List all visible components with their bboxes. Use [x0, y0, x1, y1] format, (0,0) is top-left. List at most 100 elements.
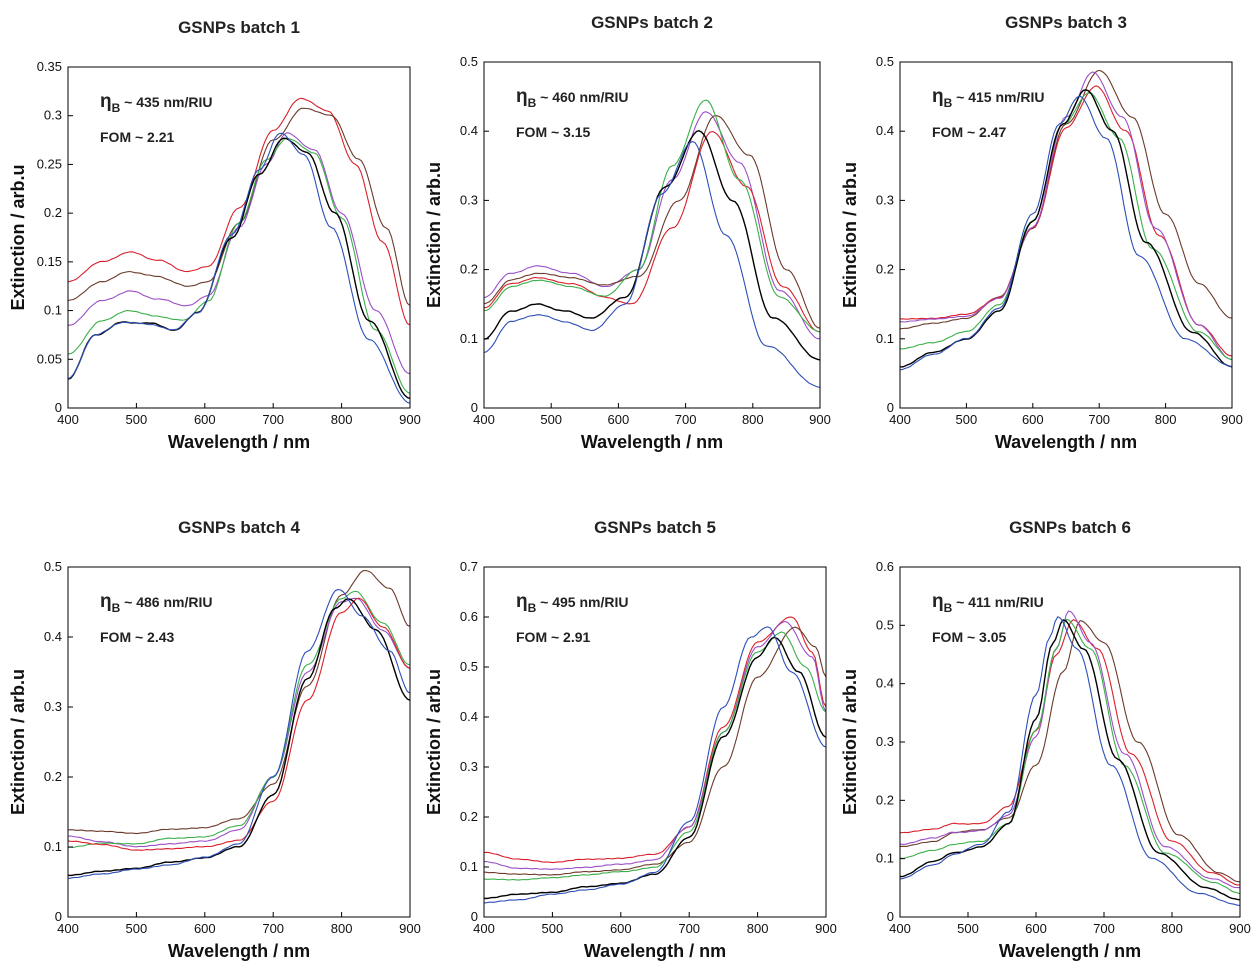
- x-tick-label: 700: [1093, 921, 1115, 936]
- y-axis-label: Extinction / arb.u: [840, 162, 860, 308]
- x-tick-label: 800: [1161, 921, 1183, 936]
- y-tick-label: 0.1: [460, 331, 478, 346]
- x-tick-label: 800: [331, 412, 353, 427]
- spectrum-line-3: [67, 590, 411, 848]
- x-tick-label: 400: [57, 412, 79, 427]
- spectrum-line-5: [67, 598, 411, 877]
- sensitivity-annotation: ηB ~ 495 nm/RIU: [516, 591, 628, 615]
- y-tick-label: 0.4: [460, 123, 478, 138]
- plot-frame: [67, 566, 411, 918]
- spectrum-line-5: [483, 129, 821, 361]
- chart-panel-3: GSNPs batch 3 400 500 600 700 800 900 0 0.1 0.2 0.…: [840, 13, 1243, 452]
- y-tick-label: 0.05: [37, 351, 62, 366]
- x-tick-label: 400: [889, 921, 911, 936]
- y-tick-label: 0: [55, 909, 62, 924]
- x-tick-label: 400: [473, 412, 495, 427]
- y-tick-label: 0.2: [44, 205, 62, 220]
- y-tick-label: 0: [471, 400, 478, 415]
- spectrum-line-5: [67, 137, 411, 400]
- x-tick-label: 500: [126, 412, 148, 427]
- spectrum-line-3: [899, 71, 1233, 360]
- x-tick-label: 800: [742, 412, 764, 427]
- x-axis-label: Wavelength / nm: [168, 432, 310, 452]
- x-tick-label: 600: [194, 412, 216, 427]
- x-tick-label: 600: [1022, 412, 1044, 427]
- y-tick-label: 0: [887, 909, 894, 924]
- spectrum-line-3: [67, 132, 411, 375]
- sensitivity-annotation: ηB ~ 460 nm/RIU: [516, 86, 628, 110]
- y-tick-label: 0.5: [460, 659, 478, 674]
- y-tick-label: 0.1: [876, 331, 894, 346]
- y-tick-label: 0.2: [460, 809, 478, 824]
- chart-title: GSNPs batch 5: [594, 518, 716, 537]
- spectrum-line-2: [483, 115, 821, 329]
- spectrum-line-3: [899, 610, 1241, 889]
- x-tick-label: 900: [399, 921, 421, 936]
- x-tick-label: 900: [815, 921, 837, 936]
- spectrum-line-4: [483, 631, 827, 881]
- spectrum-line-2: [67, 597, 411, 848]
- y-tick-label: 0.3: [44, 699, 62, 714]
- y-tick-label: 0.2: [44, 769, 62, 784]
- plot-frame: [899, 61, 1233, 409]
- y-axis-label: Extinction / arb.u: [424, 162, 444, 308]
- x-tick-label: 400: [473, 921, 495, 936]
- spectrum-line-1: [899, 69, 1233, 330]
- spectrum-line-2: [899, 619, 1241, 883]
- x-axis-label: Wavelength / nm: [995, 432, 1137, 452]
- x-tick-label: 500: [957, 921, 979, 936]
- x-tick-label: 700: [1088, 412, 1110, 427]
- chart-panel-1: GSNPs batch 1 400 500 600 700 800 900 0 0.05 0.1 0…: [8, 18, 421, 452]
- sensitivity-annotation: ηB ~ 415 nm/RIU: [932, 86, 1044, 110]
- x-tick-label: 700: [678, 921, 700, 936]
- x-tick-label: 800: [331, 921, 353, 936]
- spectrum-line-5: [483, 636, 827, 900]
- x-tick-label: 800: [1155, 412, 1177, 427]
- x-tick-label: 700: [262, 921, 284, 936]
- y-tick-label: 0.1: [44, 303, 62, 318]
- y-axis-label: Extinction / arb.u: [8, 164, 28, 310]
- y-tick-label: 0.7: [460, 559, 478, 574]
- x-tick-label: 400: [889, 412, 911, 427]
- x-tick-label: 800: [747, 921, 769, 936]
- spectrum-line-4: [67, 137, 411, 394]
- x-axis-label: Wavelength / nm: [168, 941, 310, 961]
- x-tick-label: 900: [1221, 412, 1243, 427]
- spectrum-line-1: [67, 97, 411, 326]
- x-tick-label: 900: [1229, 921, 1251, 936]
- plot-frame: [483, 566, 827, 918]
- y-axis-label: Extinction / arb.u: [840, 669, 860, 815]
- chart-title: GSNPs batch 3: [1005, 13, 1127, 32]
- fom-annotation: FOM ~ 3.05: [932, 629, 1007, 645]
- sensitivity-annotation: ηB ~ 411 nm/RIU: [932, 591, 1044, 615]
- fom-annotation: FOM ~ 2.43: [100, 629, 175, 645]
- y-tick-label: 0.3: [44, 108, 62, 123]
- spectrum-line-6: [899, 95, 1233, 371]
- y-tick-label: 0.2: [876, 792, 894, 807]
- plot-frame: [899, 566, 1241, 918]
- y-tick-label: 0.4: [876, 123, 894, 138]
- y-axis-label: Extinction / arb.u: [8, 669, 28, 815]
- y-tick-label: 0.15: [37, 254, 62, 269]
- spectrum-line-6: [483, 626, 827, 904]
- y-tick-label: 0.25: [37, 156, 62, 171]
- spectrum-line-2: [899, 85, 1233, 357]
- y-tick-label: 0.1: [460, 859, 478, 874]
- y-tick-label: 0.4: [876, 676, 894, 691]
- x-tick-label: 700: [262, 412, 284, 427]
- chart-title: GSNPs batch 6: [1009, 518, 1131, 537]
- y-tick-label: 0.1: [44, 839, 62, 854]
- y-tick-label: 0.35: [37, 59, 62, 74]
- y-tick-label: 0.5: [876, 617, 894, 632]
- y-tick-label: 0: [887, 400, 894, 415]
- y-tick-label: 0.2: [876, 262, 894, 277]
- plot-frame: [67, 66, 411, 409]
- y-tick-label: 0.1: [876, 851, 894, 866]
- spectrum-line-2: [483, 620, 827, 870]
- x-axis-label: Wavelength / nm: [584, 941, 726, 961]
- chart-panel-2: GSNPs batch 2 400 500 600 700 800 900 0 0.1 0.2 0.…: [424, 13, 831, 452]
- x-tick-label: 500: [540, 412, 562, 427]
- spectrum-line-3: [483, 626, 827, 876]
- fom-annotation: FOM ~ 3.15: [516, 124, 591, 140]
